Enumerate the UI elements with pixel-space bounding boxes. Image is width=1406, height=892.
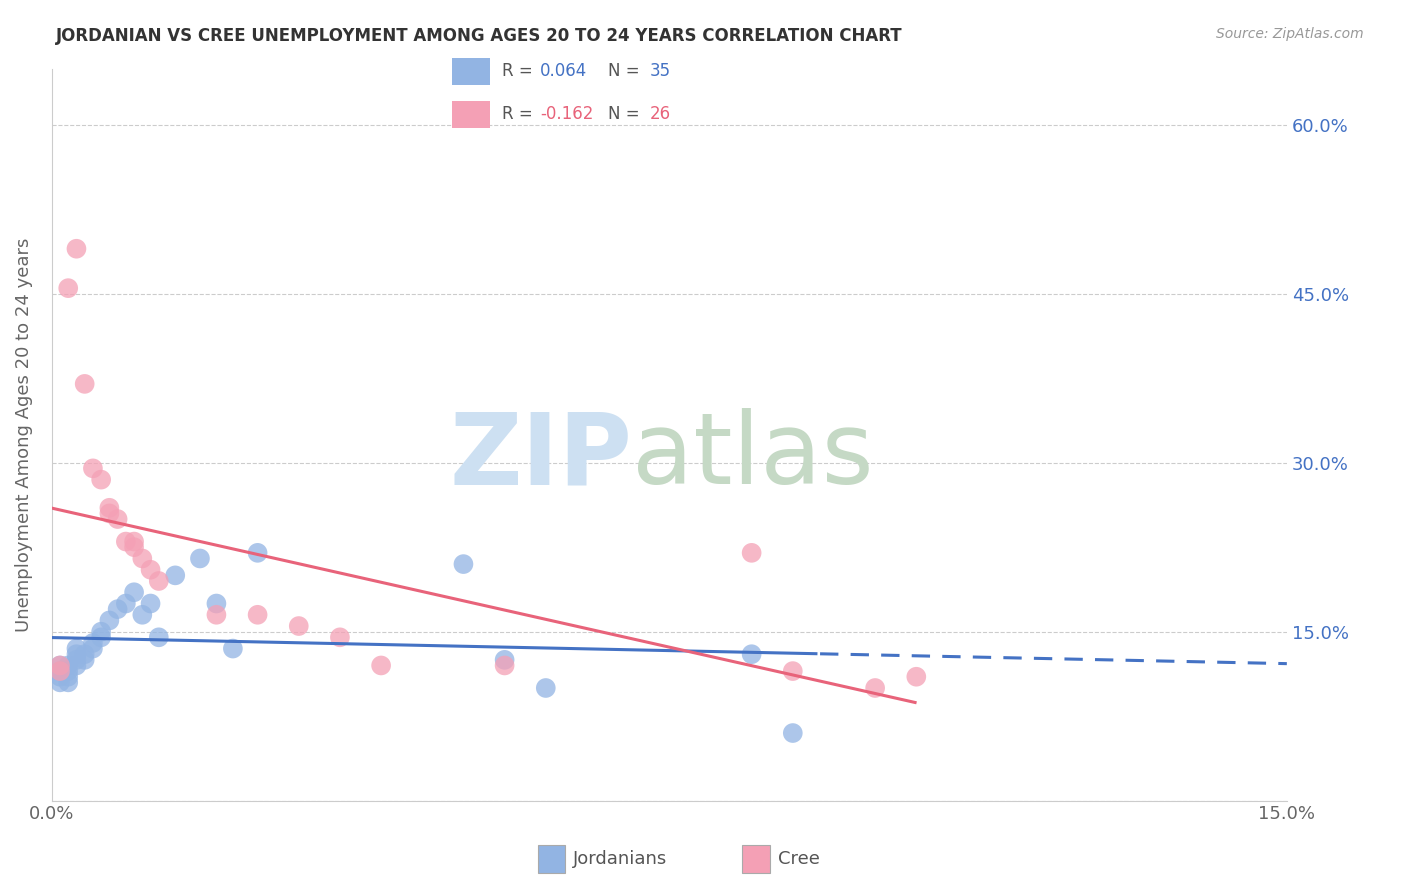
Point [73,647,96,661]
Point [453,557,475,571]
Point [905,670,928,684]
Point [82,636,104,650]
Point [73,653,96,667]
Point [49,670,72,684]
FancyBboxPatch shape [451,58,491,85]
Point [148,574,170,588]
Text: Source: ZipAtlas.com: Source: ZipAtlas.com [1216,27,1364,41]
Text: ZIP: ZIP [450,408,633,505]
Text: R =: R = [502,104,538,123]
Point [65,647,87,661]
Point [165,568,187,582]
Point [107,602,129,616]
Point [782,726,804,740]
Point [741,647,763,661]
Point [122,540,145,554]
Point [782,664,804,678]
Text: 35: 35 [650,62,671,80]
Point [58,670,80,684]
Point [205,597,228,611]
Point [49,664,72,678]
FancyBboxPatch shape [451,101,491,128]
Text: JORDANIAN VS CREE UNEMPLOYMENT AMONG AGES 20 TO 24 YEARS CORRELATION CHART: JORDANIAN VS CREE UNEMPLOYMENT AMONG AGE… [56,27,903,45]
Point [49,675,72,690]
Text: N =: N = [609,62,645,80]
FancyBboxPatch shape [742,845,770,872]
Y-axis label: Unemployment Among Ages 20 to 24 years: Unemployment Among Ages 20 to 24 years [15,237,32,632]
FancyBboxPatch shape [537,845,565,872]
Point [246,607,269,622]
Point [139,597,162,611]
Point [131,551,153,566]
Text: 26: 26 [650,104,671,123]
Point [107,512,129,526]
Point [122,585,145,599]
Point [98,507,121,521]
Point [58,658,80,673]
Point [122,534,145,549]
Point [329,630,352,644]
Point [205,607,228,622]
Point [131,607,153,622]
Point [49,664,72,678]
Text: 0.064: 0.064 [540,62,588,80]
Point [98,500,121,515]
Text: Jordanians: Jordanians [574,849,668,868]
Point [65,658,87,673]
Point [58,281,80,295]
Point [115,534,138,549]
Text: Cree: Cree [778,849,820,868]
Point [534,681,557,695]
Point [82,461,104,475]
Point [222,641,245,656]
Point [49,658,72,673]
Point [494,653,516,667]
Point [90,624,112,639]
Point [58,675,80,690]
Point [741,546,763,560]
Point [863,681,886,695]
Point [49,658,72,673]
Point [188,551,211,566]
Text: N =: N = [609,104,645,123]
Point [98,614,121,628]
Text: atlas: atlas [633,408,875,505]
Point [494,658,516,673]
Text: R =: R = [502,62,538,80]
Text: -0.162: -0.162 [540,104,593,123]
Point [246,546,269,560]
Point [370,658,392,673]
Point [65,653,87,667]
Point [90,630,112,644]
Point [148,630,170,644]
Point [82,641,104,656]
Point [65,242,87,256]
Point [65,641,87,656]
Point [73,376,96,391]
Point [139,563,162,577]
Point [90,473,112,487]
Point [58,664,80,678]
Point [287,619,309,633]
Point [115,597,138,611]
